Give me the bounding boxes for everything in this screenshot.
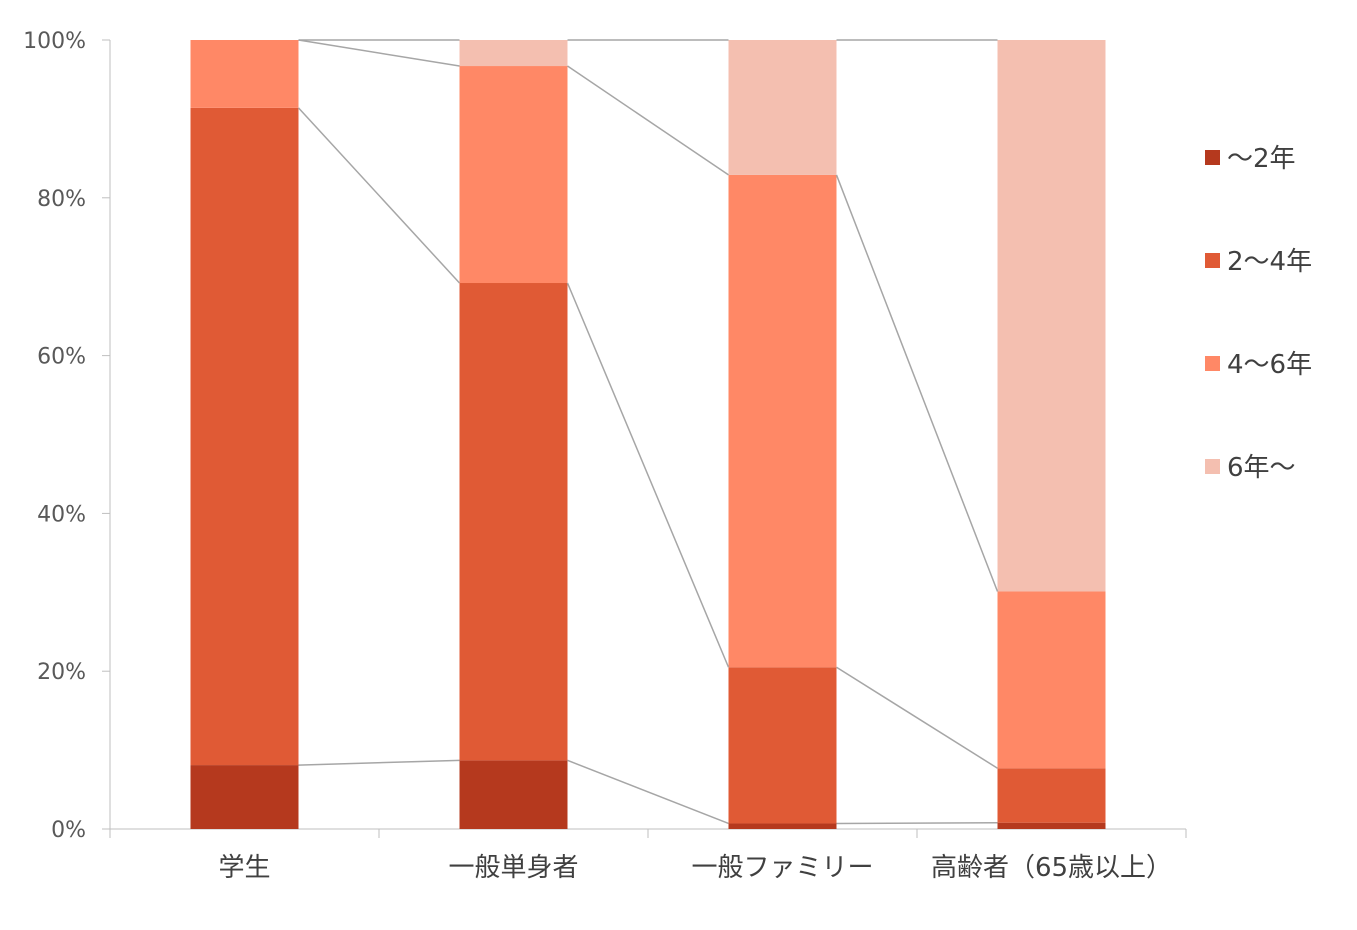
series-line [837,823,998,824]
bar-segment [729,40,837,175]
legend: 〜2年 2〜4年 4〜6年 6年〜 [1205,144,1312,483]
series-line [299,40,460,66]
bar-segment [998,592,1106,769]
bar-segment [460,40,568,66]
bar-segment [460,66,568,283]
series-line [837,175,998,592]
legend-label: 〜2年 [1227,144,1296,174]
legend-swatch [1205,356,1220,371]
series-line [568,66,729,175]
legend-label: 6年〜 [1227,453,1296,483]
bar-segment [729,175,837,667]
x-axis: 学生 一般単身者 一般ファミリー 高齢者（65歳以上） [110,829,1186,883]
y-axis: 0% 20% 40% 60% 80% 100% [23,29,110,843]
x-category-label: 一般ファミリー [691,853,873,883]
bar-segment [460,283,568,760]
x-category-label: 高齢者（65歳以上） [931,853,1172,883]
series-line [568,283,729,667]
y-tick-label: 100% [23,29,86,54]
legend-swatch [1205,253,1220,268]
bar-segment [998,768,1106,822]
y-tick-label: 20% [37,660,86,685]
x-category-label: 学生 [218,853,270,883]
series-line [299,108,460,283]
bar-segment [729,667,837,823]
x-category-label: 一般単身者 [448,853,578,883]
y-tick-label: 0% [51,818,86,843]
bars [191,40,1106,829]
y-tick-label: 60% [37,345,86,370]
bar-segment [460,760,568,829]
legend-swatch [1205,150,1220,165]
legend-swatch [1205,459,1220,474]
bar-segment [998,40,1106,592]
bar-segment [998,823,1106,829]
series-line [299,760,460,765]
bar-segment [191,108,299,765]
series-line [568,760,729,823]
bar-segment [191,765,299,829]
legend-label: 2〜4年 [1227,247,1312,277]
bar-segment [191,40,299,108]
legend-label: 4〜6年 [1227,350,1312,380]
bar-segment [729,823,837,829]
series-lines [299,40,998,823]
y-tick-label: 80% [37,187,86,212]
series-line [837,667,998,768]
y-tick-label: 40% [37,502,86,527]
